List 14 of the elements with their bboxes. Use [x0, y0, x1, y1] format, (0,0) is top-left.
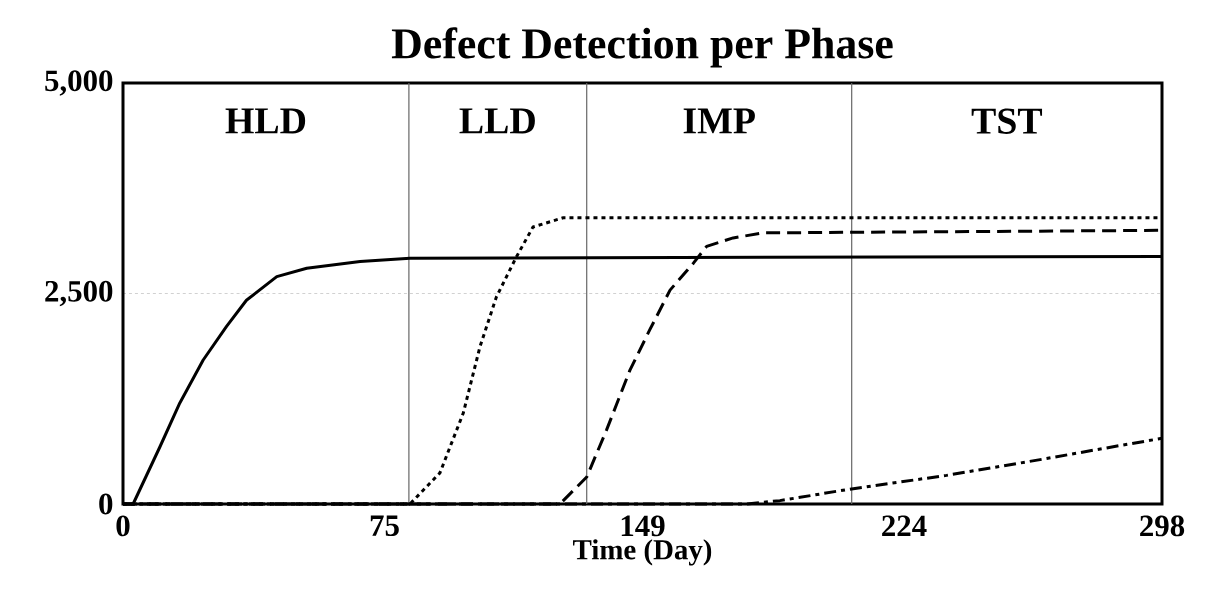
x-tick-label: 224 — [882, 515, 927, 536]
x-axis-title: Time (Day) — [573, 539, 712, 566]
chart-title: Defect Detection per Phase — [391, 27, 893, 68]
annotation: TST — [971, 108, 1043, 134]
annotation: LLD — [459, 108, 535, 134]
annotation: HLD — [225, 108, 306, 134]
annotation: IMP — [683, 108, 755, 134]
y-tick-label: 2,500 — [45, 280, 113, 307]
x-tick-label: 75 — [370, 515, 399, 537]
y-tick-label: 0 — [99, 493, 113, 515]
y-tick-label: 5,000 — [45, 70, 113, 96]
x-tick-label: 149 — [621, 515, 665, 537]
x-tick-label: 298 — [1140, 515, 1185, 537]
x-tick-label: 0 — [116, 515, 130, 537]
